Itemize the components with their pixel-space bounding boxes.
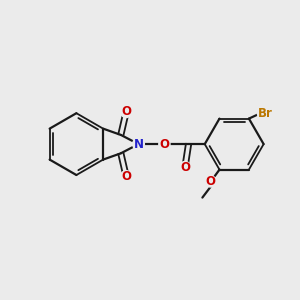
Text: O: O (121, 105, 131, 118)
Circle shape (179, 161, 191, 173)
Circle shape (205, 176, 216, 187)
Text: O: O (180, 161, 190, 174)
Circle shape (133, 138, 144, 150)
Text: O: O (206, 175, 216, 188)
Text: Br: Br (258, 107, 272, 120)
Text: N: N (134, 138, 143, 151)
Circle shape (159, 139, 170, 150)
Circle shape (121, 171, 132, 182)
Text: O: O (121, 170, 131, 183)
Circle shape (121, 106, 132, 118)
Circle shape (257, 106, 273, 121)
Text: O: O (159, 138, 170, 151)
